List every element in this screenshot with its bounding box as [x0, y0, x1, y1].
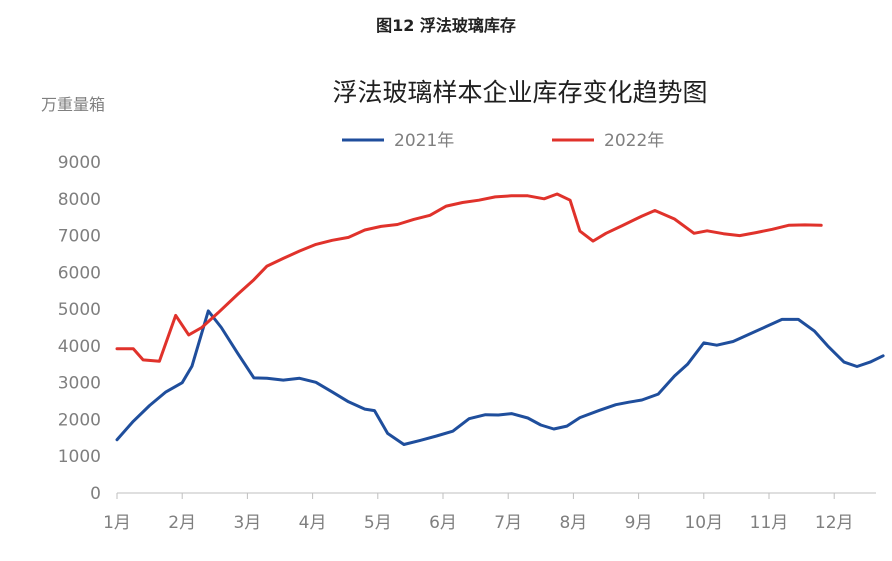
y-tick-label: 8000 [58, 190, 101, 210]
x-tick-label: 1月 [103, 513, 131, 533]
y-tick-label: 0 [90, 484, 101, 504]
y-tick-label: 4000 [58, 337, 101, 357]
y-tick-label: 6000 [58, 263, 101, 283]
y-axis: 0 1000 2000 3000 4000 5000 6000 7000 8000 9000 [58, 153, 101, 504]
series-line-1 [115, 309, 885, 446]
legend-label-1: 2021年 [394, 131, 454, 151]
y-tick-label: 1000 [58, 447, 101, 467]
y-tick-label: 2000 [58, 410, 101, 430]
x-tick-label: 7月 [494, 513, 522, 533]
y-tick-label: 9000 [58, 153, 101, 173]
x-tick-label: 3月 [233, 513, 261, 533]
x-tick-label: 12月 [815, 513, 854, 533]
x-tick-label: 10月 [684, 513, 723, 533]
x-tick-label: 8月 [559, 513, 587, 533]
legend-label-2: 2022年 [604, 131, 664, 151]
y-tick-label: 7000 [58, 227, 101, 247]
x-tick-label: 9月 [625, 513, 653, 533]
figure-caption: 图12 浮法玻璃库存 [376, 16, 516, 35]
legend: 2021年 2022年 [342, 131, 664, 151]
x-tick-label: 4月 [299, 513, 327, 533]
x-tick-label: 6月 [429, 513, 457, 533]
y-tick-label: 5000 [58, 300, 101, 320]
series-line-2 [115, 192, 823, 363]
y-axis-label: 万重量箱 [41, 95, 105, 114]
chart-title: 浮法玻璃样本企业库存变化趋势图 [332, 78, 707, 107]
x-axis: 1月 2月 3月 4月 5月 6月 7月 8月 9月 10月 11月 12月 [103, 492, 876, 533]
x-tick-label: 5月 [364, 513, 392, 533]
y-tick-label: 3000 [58, 374, 101, 394]
x-tick-label: 2月 [168, 513, 196, 533]
x-tick-label: 11月 [750, 513, 789, 533]
series-layer [115, 192, 885, 446]
